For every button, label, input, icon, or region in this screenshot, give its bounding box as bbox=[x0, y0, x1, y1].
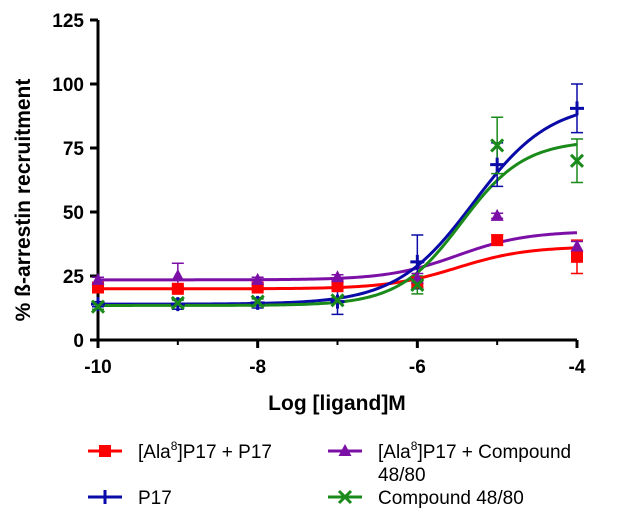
legend-label: P17 bbox=[138, 488, 172, 509]
legend-label: [Ala8]P17 + P17 bbox=[138, 439, 272, 463]
ticks: 0 25 50 75 100 125 -10 -8 -6 -4 bbox=[52, 11, 586, 378]
legend-label-line2: 48/80 bbox=[378, 465, 426, 486]
data-point bbox=[490, 157, 505, 172]
data-point bbox=[490, 138, 505, 153]
y-tick-label: 100 bbox=[52, 75, 84, 96]
x-tick-label: -6 bbox=[409, 357, 426, 378]
x-axis-title: Log [ligand]M bbox=[268, 392, 406, 415]
data-point bbox=[170, 295, 185, 310]
data-point bbox=[570, 239, 584, 252]
legend-label: Compound 48/80 bbox=[378, 488, 524, 509]
data-point bbox=[331, 270, 344, 283]
legend-item-2: P17 bbox=[88, 488, 172, 509]
data-point bbox=[330, 293, 345, 308]
data-point bbox=[410, 254, 425, 269]
data-point bbox=[90, 299, 106, 314]
data-markers bbox=[90, 101, 585, 314]
data-point bbox=[570, 101, 584, 116]
y-axis-title: % ß-arrestin recruitment bbox=[12, 79, 35, 322]
y-tick-label: 50 bbox=[63, 203, 84, 224]
data-point bbox=[171, 282, 184, 295]
legend-item-0: [Ala8]P17 + P17 bbox=[88, 439, 272, 463]
data-point bbox=[250, 294, 265, 309]
x-tick-label: -8 bbox=[249, 357, 266, 378]
y-tick-label: 125 bbox=[52, 11, 84, 32]
data-point bbox=[569, 153, 585, 168]
legend-marker bbox=[337, 489, 353, 505]
data-point bbox=[171, 269, 185, 281]
legend: [Ala8]P17 + P17 [Ala8]P17 + Compound48/80… bbox=[88, 439, 571, 509]
data-point bbox=[251, 272, 265, 285]
data-point bbox=[490, 208, 504, 221]
data-point bbox=[571, 250, 583, 263]
data-point bbox=[331, 280, 344, 293]
legend-marker bbox=[99, 445, 111, 457]
data-point bbox=[410, 277, 425, 293]
data-point bbox=[91, 272, 105, 285]
y-tick-label: 0 bbox=[73, 331, 84, 352]
legend-marker bbox=[98, 490, 112, 504]
legend-item-3: Compound 48/80 bbox=[328, 488, 524, 509]
data-point bbox=[491, 234, 504, 247]
legend-label: [Ala8]P17 + Compound bbox=[378, 439, 571, 463]
legend-marker bbox=[338, 444, 352, 456]
x-tick-label: -10 bbox=[84, 357, 111, 378]
y-tick-label: 25 bbox=[63, 267, 85, 288]
x-tick-label: -4 bbox=[569, 357, 586, 378]
y-tick-label: 75 bbox=[63, 139, 85, 160]
